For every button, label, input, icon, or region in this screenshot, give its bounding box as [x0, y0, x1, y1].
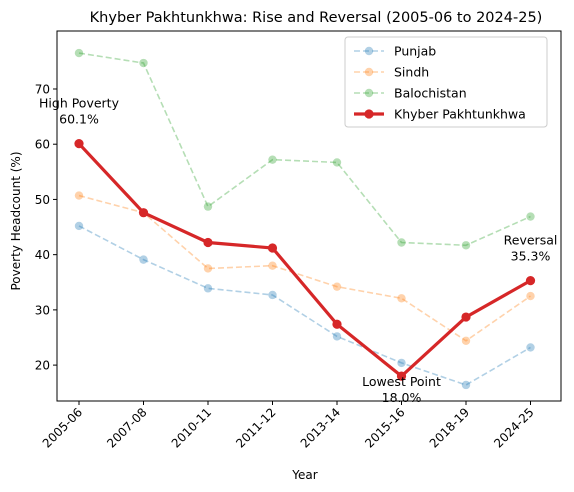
x-tick-label: 2024-25 — [491, 405, 536, 450]
data-point — [203, 202, 213, 211]
legend-label: Balochistan — [394, 86, 467, 101]
x-tick-label: 2013-14 — [298, 405, 343, 450]
data-point — [74, 191, 84, 200]
data-point — [139, 255, 148, 264]
y-tick-label: 30 — [35, 303, 50, 317]
data-point — [332, 158, 342, 167]
annotation-label: High Poverty — [39, 96, 120, 111]
annotation-value: 35.3% — [511, 249, 551, 264]
legend-item: Punjab — [354, 44, 436, 59]
data-point — [461, 380, 471, 390]
x-axis-label: Year — [291, 468, 317, 482]
legend-item: Khyber Pakhtunkhwa — [354, 107, 526, 122]
data-point — [203, 237, 213, 248]
legend-box — [344, 36, 548, 128]
data-point — [332, 282, 342, 291]
data-point — [526, 212, 535, 221]
data-point — [203, 264, 213, 273]
y-tick-label: 20 — [35, 359, 50, 373]
data-point — [74, 221, 84, 231]
plot-frame — [56, 30, 562, 402]
x-tick-label: 2011-12 — [233, 405, 278, 450]
x-tick-label: 2005-06 — [40, 405, 85, 450]
annotation-value: 18.0% — [382, 390, 422, 405]
legend-label: Punjab — [394, 44, 436, 59]
annotation-label: Reversal — [504, 233, 558, 248]
legend-item: Balochistan — [354, 86, 467, 101]
legend-item: Sindh — [354, 65, 429, 80]
data-point — [397, 238, 406, 247]
series-line — [77, 142, 532, 379]
series-sindh — [74, 191, 535, 346]
legend-swatch-marker — [364, 46, 374, 56]
y-tick-label: 60 — [35, 138, 50, 152]
y-axis-label: Poverty Headcount (%) — [9, 151, 23, 290]
data-point — [461, 312, 471, 322]
data-point — [397, 358, 406, 368]
series-line — [78, 52, 531, 247]
data-point — [397, 294, 406, 303]
chart-title: Khyber Pakhtunkhwa: Rise and Reversal (2… — [90, 10, 543, 26]
x-tick-label: 2007-08 — [104, 405, 149, 450]
data-point — [74, 48, 84, 58]
annotation-value: 60.1% — [59, 112, 99, 127]
data-point — [526, 343, 535, 352]
legend-label: Khyber Pakhtunkhwa — [394, 107, 526, 122]
data-point — [268, 290, 277, 300]
legend-swatch-marker — [364, 88, 374, 98]
series-punjab — [74, 221, 535, 390]
data-point — [461, 241, 471, 250]
series-line — [78, 225, 531, 386]
data-point — [332, 319, 342, 329]
x-tick-label: 2018-19 — [427, 405, 472, 450]
data-point — [139, 58, 148, 68]
legend-swatch-marker — [364, 109, 374, 119]
series-line — [78, 194, 531, 342]
legend-swatch-marker — [364, 67, 374, 77]
y-tick-label: 50 — [35, 193, 50, 207]
series-khyber-pakhtunkhwa — [74, 139, 536, 381]
data-point — [461, 336, 471, 346]
x-tick-label: 2015-16 — [362, 405, 407, 450]
plot-area: 20 30 40 50 60 70 2005-06 2007-08 2010-11 2011-12… — [35, 30, 562, 451]
data-point — [268, 155, 277, 164]
x-tick-label: 2010-11 — [169, 405, 214, 450]
data-point — [396, 371, 407, 381]
data-point — [203, 284, 213, 293]
series-balochistan — [74, 48, 535, 250]
y-tick-label: 70 — [35, 82, 50, 96]
legend: Punjab Sindh Balochistan Khyber Pakhtunkhwa — [344, 36, 548, 128]
data-point — [332, 332, 342, 341]
annotation-label: Lowest Point — [362, 374, 441, 389]
legend-label: Sindh — [394, 65, 429, 80]
data-point — [526, 291, 535, 301]
data-point — [525, 276, 536, 286]
data-point — [138, 208, 149, 218]
data-point — [74, 139, 84, 149]
data-point — [267, 243, 278, 253]
y-tick-label: 40 — [35, 248, 50, 262]
data-point — [268, 261, 277, 270]
